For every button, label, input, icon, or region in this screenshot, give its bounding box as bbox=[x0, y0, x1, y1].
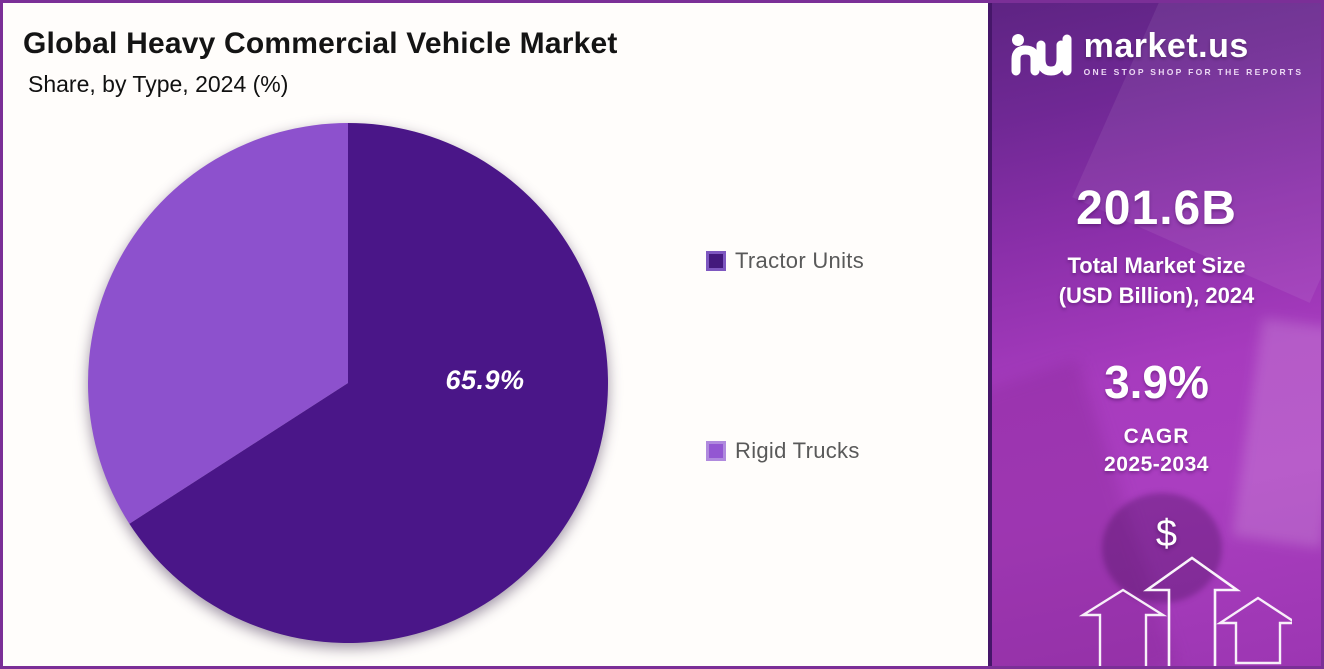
sidebar-photo-cup bbox=[1102, 493, 1222, 603]
legend-item-rigid-trucks: Rigid Trucks bbox=[706, 438, 860, 464]
cagr-value: 3.9% bbox=[1104, 356, 1209, 408]
cagr-period: 2025-2034 bbox=[1104, 453, 1209, 476]
marketus-logo-icon bbox=[1011, 34, 1072, 76]
pie-slice-tractor-units bbox=[129, 123, 608, 643]
legend-label: Rigid Trucks bbox=[735, 438, 860, 463]
chart-area: Global Heavy Commercial Vehicle Market S… bbox=[3, 3, 988, 666]
pie-slice-rigid-trucks bbox=[87, 123, 348, 524]
chart-subtitle: Share, by Type, 2024 (%) bbox=[28, 71, 289, 97]
cagr-label: CAGR bbox=[1123, 425, 1190, 448]
market-size-label-line2: (USD Billion), 2024 bbox=[1058, 283, 1255, 308]
legend-swatch bbox=[706, 441, 726, 461]
dollar-icon: $ bbox=[1155, 513, 1178, 555]
market-size-value: 201.6B bbox=[1076, 182, 1237, 235]
page-title: Global Heavy Commercial Vehicle Market bbox=[23, 27, 618, 60]
pie-chart bbox=[87, 123, 608, 643]
brand-sidebar: market.us ONE STOP SHOP FOR THE REPORTS … bbox=[988, 3, 1321, 666]
growth-arrows-icon bbox=[1078, 556, 1292, 666]
legend-swatch bbox=[706, 251, 726, 271]
brand-logo: market.us ONE STOP SHOP FOR THE REPORTS bbox=[992, 29, 1321, 79]
brand-name: market.us bbox=[1083, 27, 1249, 65]
market-size-label-line1: Total Market Size bbox=[1067, 253, 1246, 278]
brand-tagline: ONE STOP SHOP FOR THE REPORTS bbox=[1083, 67, 1304, 77]
brand-text-block: market.us ONE STOP SHOP FOR THE REPORTS bbox=[1084, 29, 1304, 77]
legend: Tractor Units Rigid Trucks bbox=[706, 3, 946, 666]
legend-label: Tractor Units bbox=[735, 248, 864, 273]
legend-item-tractor-units: Tractor Units bbox=[706, 248, 864, 274]
pie-slice-label: 65.9% bbox=[445, 365, 525, 395]
